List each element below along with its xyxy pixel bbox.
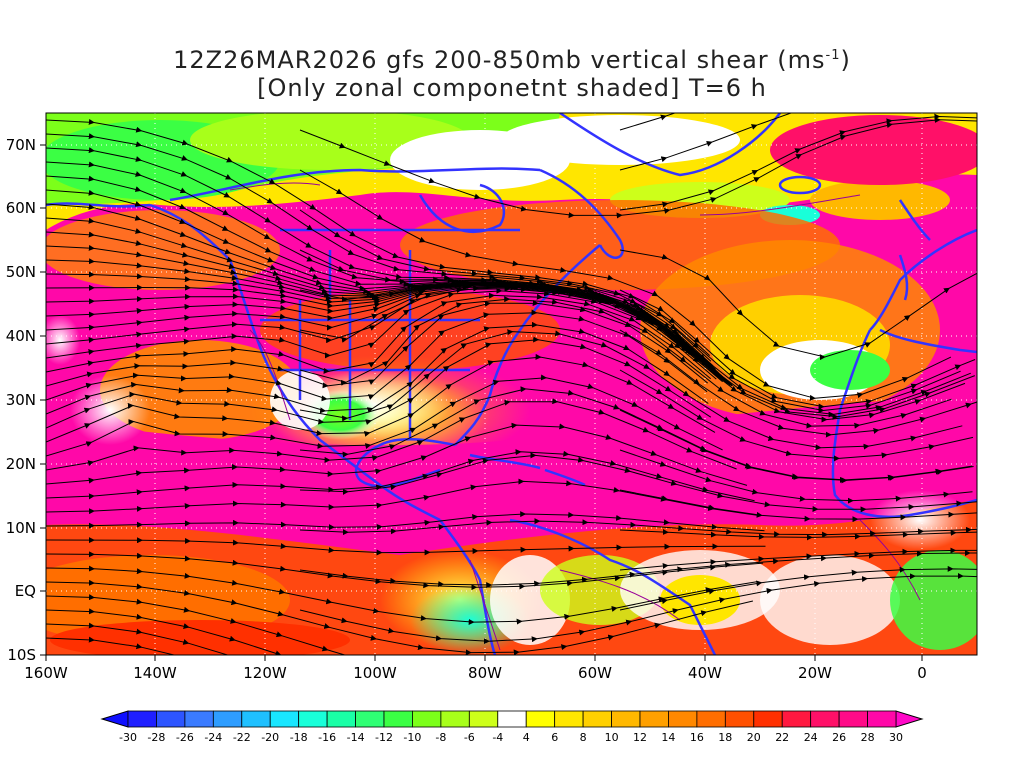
colorbar-label: 4 xyxy=(523,731,530,744)
lon-label: 0 xyxy=(917,664,927,682)
streamline xyxy=(46,636,177,655)
colorbar-swatch xyxy=(867,710,897,728)
colorbar-label: -6 xyxy=(464,731,475,744)
colorbar-label: -30 xyxy=(119,731,137,744)
colorbar-swatch xyxy=(241,710,271,728)
colorbar-swatch xyxy=(383,710,413,728)
colorbar-label: -22 xyxy=(233,731,251,744)
lat-label: 20N xyxy=(6,455,36,473)
colorbar-label: -20 xyxy=(261,731,279,744)
colorbar-swatch xyxy=(298,710,328,728)
colorbar-swatch xyxy=(156,710,186,728)
lat-label: 70N xyxy=(6,136,36,154)
colorbar-swatch xyxy=(127,710,157,728)
lon-label: 120W xyxy=(243,664,287,682)
colorbar-label: 30 xyxy=(889,731,903,744)
colorbar-label: 14 xyxy=(661,731,675,744)
colorbar-swatch xyxy=(184,710,214,728)
colorbar-label: 20 xyxy=(747,731,761,744)
colorbar-swatch xyxy=(497,710,527,728)
colorbar-label: -12 xyxy=(375,731,393,744)
colorbar-swatch xyxy=(838,710,868,728)
colorbar-swatch xyxy=(468,710,499,728)
colorbar-swatch xyxy=(326,710,356,728)
lat-label: 50N xyxy=(6,263,36,281)
colorbar-label: -28 xyxy=(147,731,165,744)
colorbar-label: -18 xyxy=(290,731,308,744)
colorbar-swatch xyxy=(412,710,442,728)
colorbar-label: 16 xyxy=(690,731,704,744)
colorbar-label: -4 xyxy=(492,731,503,744)
streamline xyxy=(619,489,977,523)
colorbar-label: 18 xyxy=(718,731,732,744)
streamline xyxy=(619,547,977,571)
lat-label: 40N xyxy=(6,327,36,345)
title-superscript: -1 xyxy=(825,48,841,63)
colorbar-swatch xyxy=(525,710,556,728)
colorbar-label: -16 xyxy=(318,731,336,744)
colorbar-swatch xyxy=(724,710,755,728)
colorbar-swatch xyxy=(355,710,385,728)
lat-label: 30N xyxy=(6,391,36,409)
lat-label: EQ xyxy=(15,582,36,600)
lat-label: 10S xyxy=(7,646,36,664)
colorbar-label: 28 xyxy=(861,731,875,744)
colorbar-label: 22 xyxy=(775,731,789,744)
colorbar-swatch xyxy=(639,710,669,728)
colorbar-swatch xyxy=(212,710,243,728)
streamline xyxy=(46,622,230,655)
lon-label: 140W xyxy=(133,664,177,682)
lon-label: 20W xyxy=(798,664,832,682)
map-title-line2: [Only zonal componetnt shaded] T=6 h xyxy=(257,74,767,102)
colorbar-swatch xyxy=(582,710,612,728)
latitude-labels: 70N 60N 50N 40N 30N 20N 10N EQ 10S xyxy=(6,136,46,664)
colorbar-swatch xyxy=(810,710,840,728)
colorbar-label: 24 xyxy=(804,731,818,744)
map-title-line1: 12Z26MAR2026 gfs 200-850mb vertical shea… xyxy=(0,46,1024,74)
streamline xyxy=(619,529,977,541)
streamlines xyxy=(46,113,977,655)
colorbar-swatch xyxy=(611,710,641,728)
map-shading-layer xyxy=(46,113,977,655)
colorbar-label: 8 xyxy=(580,731,587,744)
title-close-paren: ) xyxy=(840,46,851,74)
colorbar-label: -14 xyxy=(347,731,365,744)
lat-label: 10N xyxy=(6,519,36,537)
title-main: 12Z26MAR2026 gfs 200-850mb vertical shea… xyxy=(173,46,826,74)
colorbar-label: 26 xyxy=(832,731,846,744)
colorbar: -30 -28 -26 -24 -22 -20 -18 -16 -14 -12 -10 -8 -6 -4 4… xyxy=(100,710,924,744)
streamline xyxy=(619,565,977,611)
colorbar-swatch xyxy=(753,710,783,728)
colorbar-swatch xyxy=(696,710,726,728)
lat-label: 60N xyxy=(6,199,36,217)
colorbar-label: -24 xyxy=(204,731,222,744)
colorbar-label: 12 xyxy=(633,731,647,744)
colorbar-label: 10 xyxy=(605,731,619,744)
lon-label: 40W xyxy=(688,664,722,682)
longitude-labels: 160W 140W 120W 100W 80W 60W 40W 20W 0 xyxy=(24,655,927,682)
colorbar-swatch xyxy=(440,710,470,728)
map-frame xyxy=(45,112,978,656)
colorbar-label: -26 xyxy=(176,731,194,744)
colorbar-swatch xyxy=(781,710,812,728)
lon-label: 60W xyxy=(578,664,612,682)
streamline xyxy=(619,113,977,211)
colorbar-left-arrow xyxy=(100,710,129,728)
colorbar-swatch xyxy=(269,710,300,728)
colorbar-right-arrow xyxy=(895,710,924,728)
colorbar-label: -10 xyxy=(403,731,421,744)
colorbar-label: -8 xyxy=(435,731,446,744)
lon-label: 100W xyxy=(353,664,397,682)
colorbar-swatch xyxy=(554,710,584,728)
colorbar-label: 6 xyxy=(551,731,558,744)
colorbar-swatch xyxy=(668,710,698,728)
lon-label: 80W xyxy=(468,664,502,682)
lon-label: 160W xyxy=(24,664,68,682)
